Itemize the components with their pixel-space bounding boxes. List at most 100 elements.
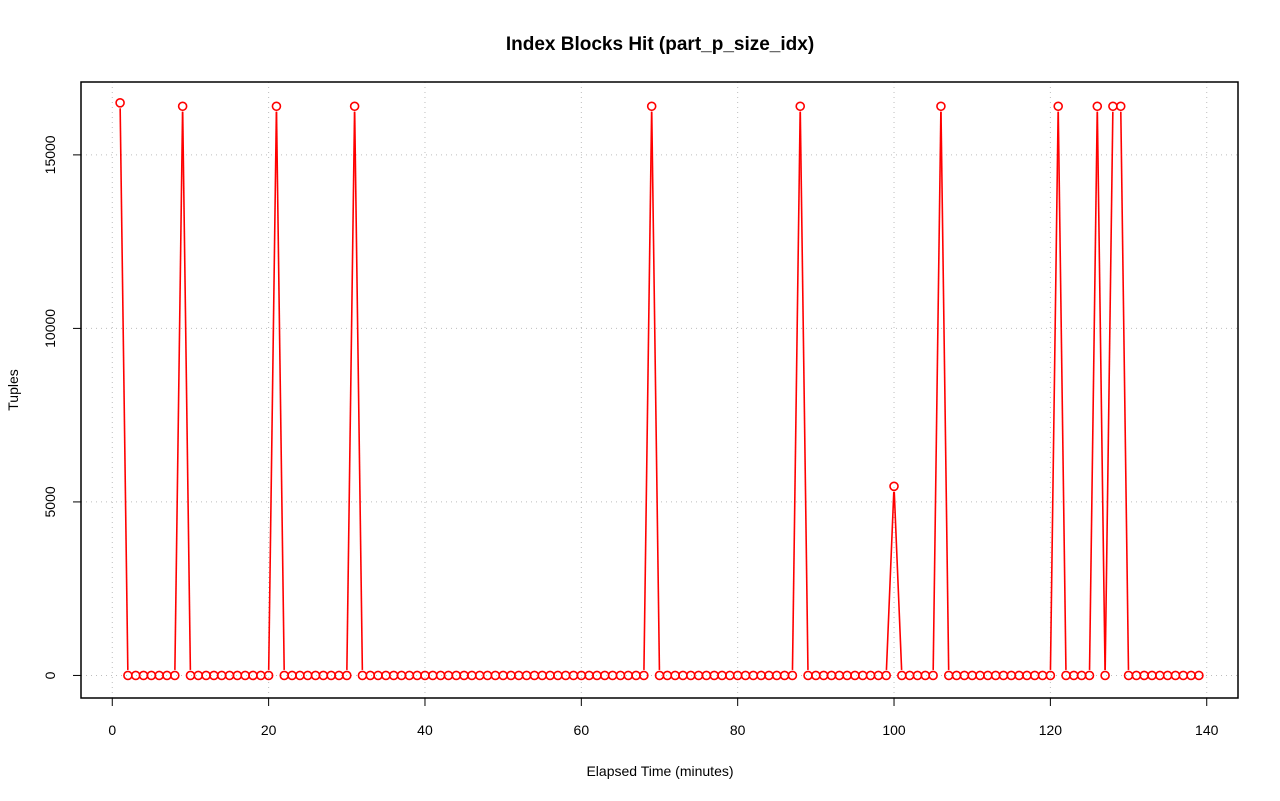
data-point xyxy=(287,670,297,681)
series-segment xyxy=(181,111,192,670)
data-point xyxy=(365,670,376,681)
data-point xyxy=(357,670,368,681)
y-tick-label: 5000 xyxy=(42,486,58,517)
data-point xyxy=(427,670,438,681)
data-point xyxy=(537,670,548,681)
x-tick-label: 140 xyxy=(1195,722,1219,738)
series-segment xyxy=(1088,111,1099,670)
series-segment xyxy=(267,111,278,670)
data-point xyxy=(803,670,813,681)
data-point xyxy=(717,670,727,681)
data-point xyxy=(310,670,321,681)
series-segment xyxy=(353,111,364,670)
y-tick-label: 0 xyxy=(42,671,58,679)
data-point xyxy=(936,101,946,112)
data-point xyxy=(990,670,1001,681)
data-point xyxy=(381,670,391,681)
data-point xyxy=(615,670,626,681)
data-point xyxy=(123,670,133,681)
data-point xyxy=(725,670,735,681)
series-segment xyxy=(799,111,809,670)
x-tick-label: 0 xyxy=(108,722,116,738)
series-segment xyxy=(791,111,801,670)
data-point xyxy=(560,670,571,681)
data-point xyxy=(295,670,305,681)
data-point xyxy=(850,670,860,681)
chart-title: Index Blocks Hit (part_p_size_idx) xyxy=(506,34,814,55)
data-point xyxy=(646,101,657,112)
data-point xyxy=(670,670,680,681)
data-point xyxy=(373,670,383,681)
series-segment xyxy=(885,491,895,670)
series-segment xyxy=(893,491,903,670)
data-point xyxy=(678,670,688,681)
data-point xyxy=(740,670,751,681)
series-segment xyxy=(1049,111,1059,670)
data-point xyxy=(685,670,696,681)
x-tick-label: 100 xyxy=(882,722,906,738)
data-point xyxy=(889,481,899,492)
data-point xyxy=(240,670,250,681)
x-tick-label: 20 xyxy=(261,722,277,738)
data-point xyxy=(920,670,931,681)
data-point xyxy=(263,670,274,681)
data-point xyxy=(302,670,313,681)
y-tick-label: 15000 xyxy=(42,135,58,174)
data-point xyxy=(341,670,352,681)
x-axis-label: Elapsed Time (minutes) xyxy=(586,763,733,779)
data-point xyxy=(928,670,938,681)
data-point xyxy=(1170,670,1181,681)
x-tick-label: 40 xyxy=(417,722,433,738)
data-point xyxy=(1115,101,1126,112)
series-segment xyxy=(1057,111,1067,670)
data-point xyxy=(1084,670,1095,681)
data-point xyxy=(983,670,993,681)
data-point xyxy=(498,670,508,681)
data-point xyxy=(115,98,125,108)
data-point xyxy=(256,670,266,681)
data-point xyxy=(506,670,516,681)
data-point xyxy=(1092,101,1103,112)
series-segment xyxy=(932,111,942,670)
data-point xyxy=(1194,670,1204,681)
data-point xyxy=(811,670,821,681)
data-point xyxy=(349,101,360,112)
x-tick-label: 80 xyxy=(730,722,746,738)
data-point xyxy=(271,101,282,112)
data-point xyxy=(865,670,876,681)
x-axis: 0 20 40 60 80 100 120 140 xyxy=(108,697,1219,738)
series-segment xyxy=(275,111,285,670)
series-segment xyxy=(1096,111,1106,670)
y-tick-label: 10000 xyxy=(42,309,58,348)
data-point xyxy=(248,670,258,681)
data-point xyxy=(912,670,923,681)
data-point xyxy=(130,670,141,681)
data-point xyxy=(1155,670,1165,681)
data-point xyxy=(795,101,806,112)
data-point xyxy=(967,670,978,681)
series-segment xyxy=(940,111,950,670)
x-tick-label: 60 xyxy=(574,722,590,738)
data-point xyxy=(881,670,892,681)
series-segment xyxy=(119,108,129,670)
series-segment xyxy=(174,111,184,670)
data-point xyxy=(170,670,180,681)
data-point xyxy=(185,670,196,681)
data-point xyxy=(1108,101,1118,112)
series-segment xyxy=(643,111,653,670)
data-point xyxy=(490,670,501,681)
data-point xyxy=(545,670,555,681)
data-point xyxy=(787,670,798,681)
data-point xyxy=(975,670,985,681)
data-point xyxy=(1045,670,1056,681)
series-segment xyxy=(1120,111,1130,670)
series-segment xyxy=(650,111,661,670)
data-point xyxy=(553,670,563,681)
data-point xyxy=(177,101,188,112)
data-point xyxy=(412,670,422,681)
data-point xyxy=(1147,670,1157,681)
data-point xyxy=(842,670,852,681)
y-axis-label: Tuples xyxy=(5,369,21,411)
data-point xyxy=(662,670,673,681)
